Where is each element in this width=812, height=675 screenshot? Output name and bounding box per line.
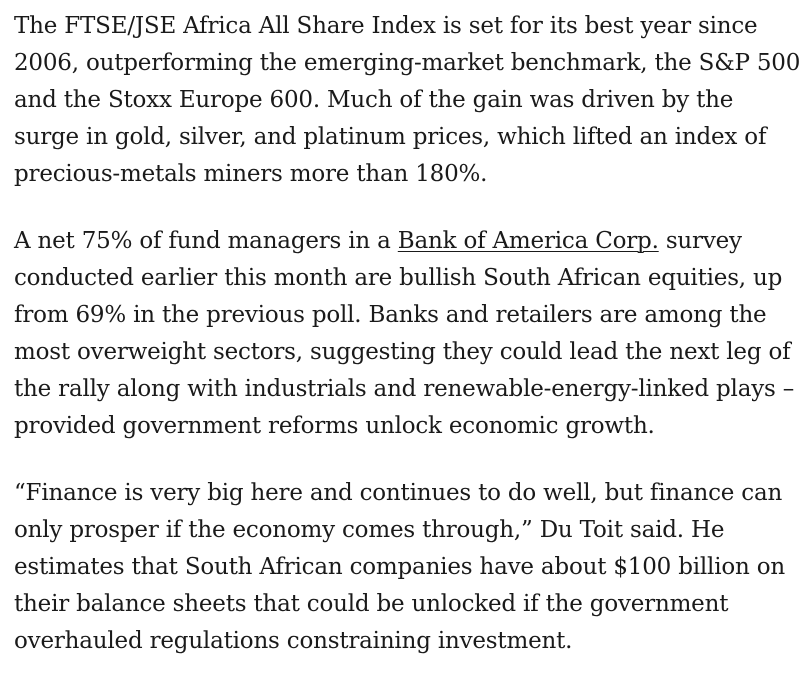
article-body: The FTSE/JSE Africa All Share Index is s… [14,8,804,660]
paragraph-text: The FTSE/JSE Africa All Share Index is s… [14,13,801,187]
paragraph-text-before-link: A net 75% of fund managers in a [14,228,398,254]
paragraph-index-performance: The FTSE/JSE Africa All Share Index is s… [14,8,804,193]
paragraph-du-toit-quote: “Finance is very big here and continues … [14,475,804,660]
paragraph-text: “Finance is very big here and continues … [14,480,785,654]
paragraph-fund-managers-survey: A net 75% of fund managers in a Bank of … [14,223,804,445]
paragraph-text-after-link: survey conducted earlier this month are … [14,228,795,439]
bank-of-america-link[interactable]: Bank of America Corp. [397,228,659,254]
